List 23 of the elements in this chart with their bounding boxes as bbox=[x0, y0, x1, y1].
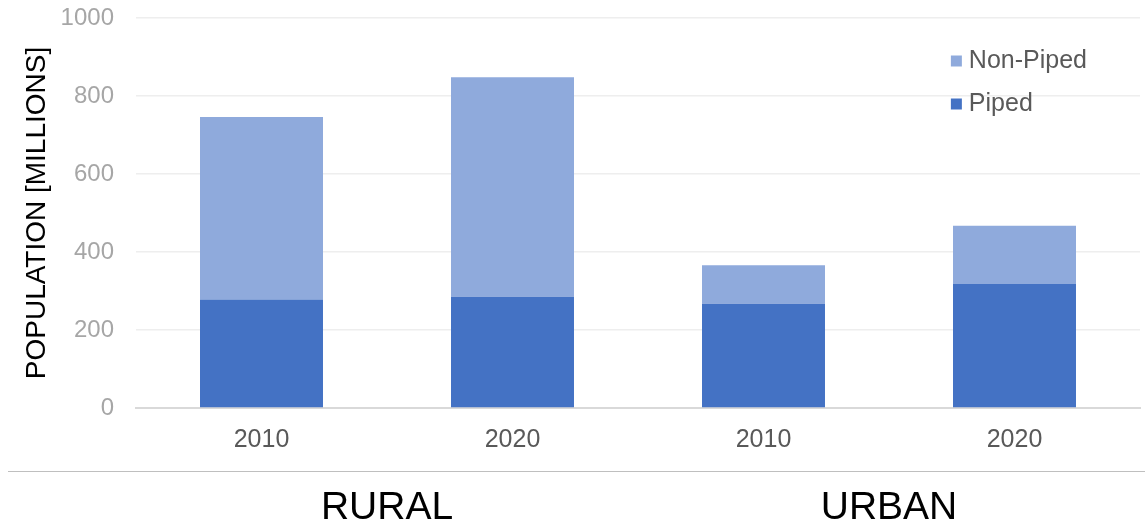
bar bbox=[451, 77, 574, 297]
x-tick-label: 2020 bbox=[986, 423, 1043, 452]
bar bbox=[702, 303, 825, 408]
y-tick-label: 0 bbox=[100, 392, 114, 420]
y-tick-label: 600 bbox=[73, 158, 114, 186]
y-tick-label: 200 bbox=[73, 314, 114, 342]
y-tick-label: 1000 bbox=[60, 2, 114, 30]
text: URBAN bbox=[820, 483, 958, 525]
legend-label: Piped bbox=[968, 88, 1033, 117]
x-tick-label: 2020 bbox=[484, 423, 541, 452]
x-tick-label: 2010 bbox=[233, 423, 290, 452]
x-tick-label: 2010 bbox=[735, 423, 792, 452]
bar bbox=[200, 117, 323, 300]
y-axis-title: POPULATION [MILLIONS] bbox=[19, 46, 51, 380]
text: RURAL bbox=[320, 483, 454, 525]
y-tick-label: 800 bbox=[73, 80, 114, 108]
y-tick-label: 400 bbox=[73, 236, 114, 264]
bar bbox=[953, 283, 1076, 408]
bar bbox=[702, 265, 825, 304]
legend-label: Non-Piped bbox=[968, 45, 1088, 74]
bar bbox=[451, 296, 574, 408]
bar bbox=[200, 299, 323, 408]
bar bbox=[953, 225, 1076, 284]
